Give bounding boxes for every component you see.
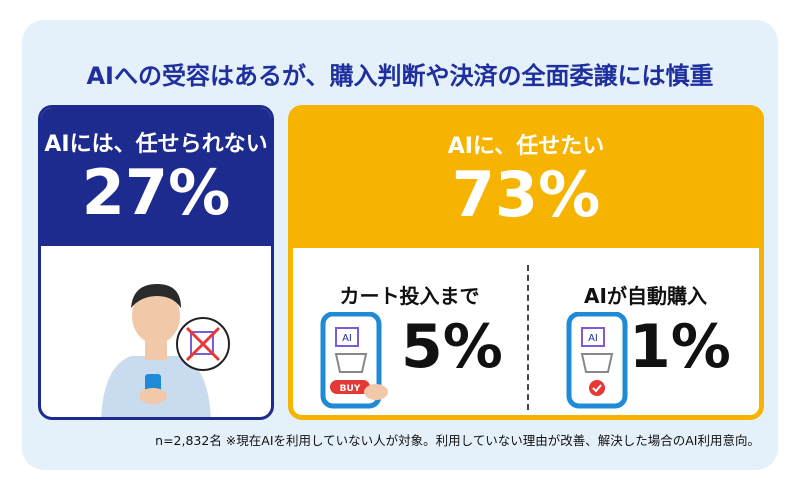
divider <box>527 265 529 410</box>
right-header: AIに、任せたい 73% <box>293 110 759 248</box>
phone-auto-icon: AI <box>566 312 628 409</box>
phone-badge: AI <box>342 333 352 344</box>
option-label: カート投入まで <box>339 284 480 308</box>
option-percent: 1% <box>629 312 731 382</box>
right-heading: AIに、任せたい <box>447 134 605 159</box>
left-header: AIには、任せられない 27% <box>41 108 271 246</box>
footnote: n=2,832名 ※現在AIを利用していない人が対象。利用していない理由が改善、… <box>155 433 760 448</box>
left-percent: 27% <box>81 156 231 229</box>
right-card: AIに、任せたい 73% カート投入まで AI BUY 5% AIが自動購入 A… <box>288 105 764 420</box>
person-illustration <box>101 284 230 417</box>
phone-badge: AI <box>588 333 598 344</box>
option-cart: カート投入まで AI BUY 5% <box>293 260 526 410</box>
phone-cart-icon: AI BUY <box>320 312 388 409</box>
option-percent: 5% <box>401 312 503 382</box>
left-card: AIには、任せられない 27% <box>38 105 274 420</box>
option-auto: AIが自動購入 AI 1% <box>529 260 759 410</box>
buy-button: BUY <box>340 384 361 394</box>
title: AIへの受容はあるが、購入判断や決済の全面委譲には慎重 <box>86 62 714 90</box>
option-label: AIが自動購入 <box>584 284 707 308</box>
right-percent: 73% <box>451 158 601 231</box>
left-heading: AIには、任せられない <box>44 132 268 157</box>
